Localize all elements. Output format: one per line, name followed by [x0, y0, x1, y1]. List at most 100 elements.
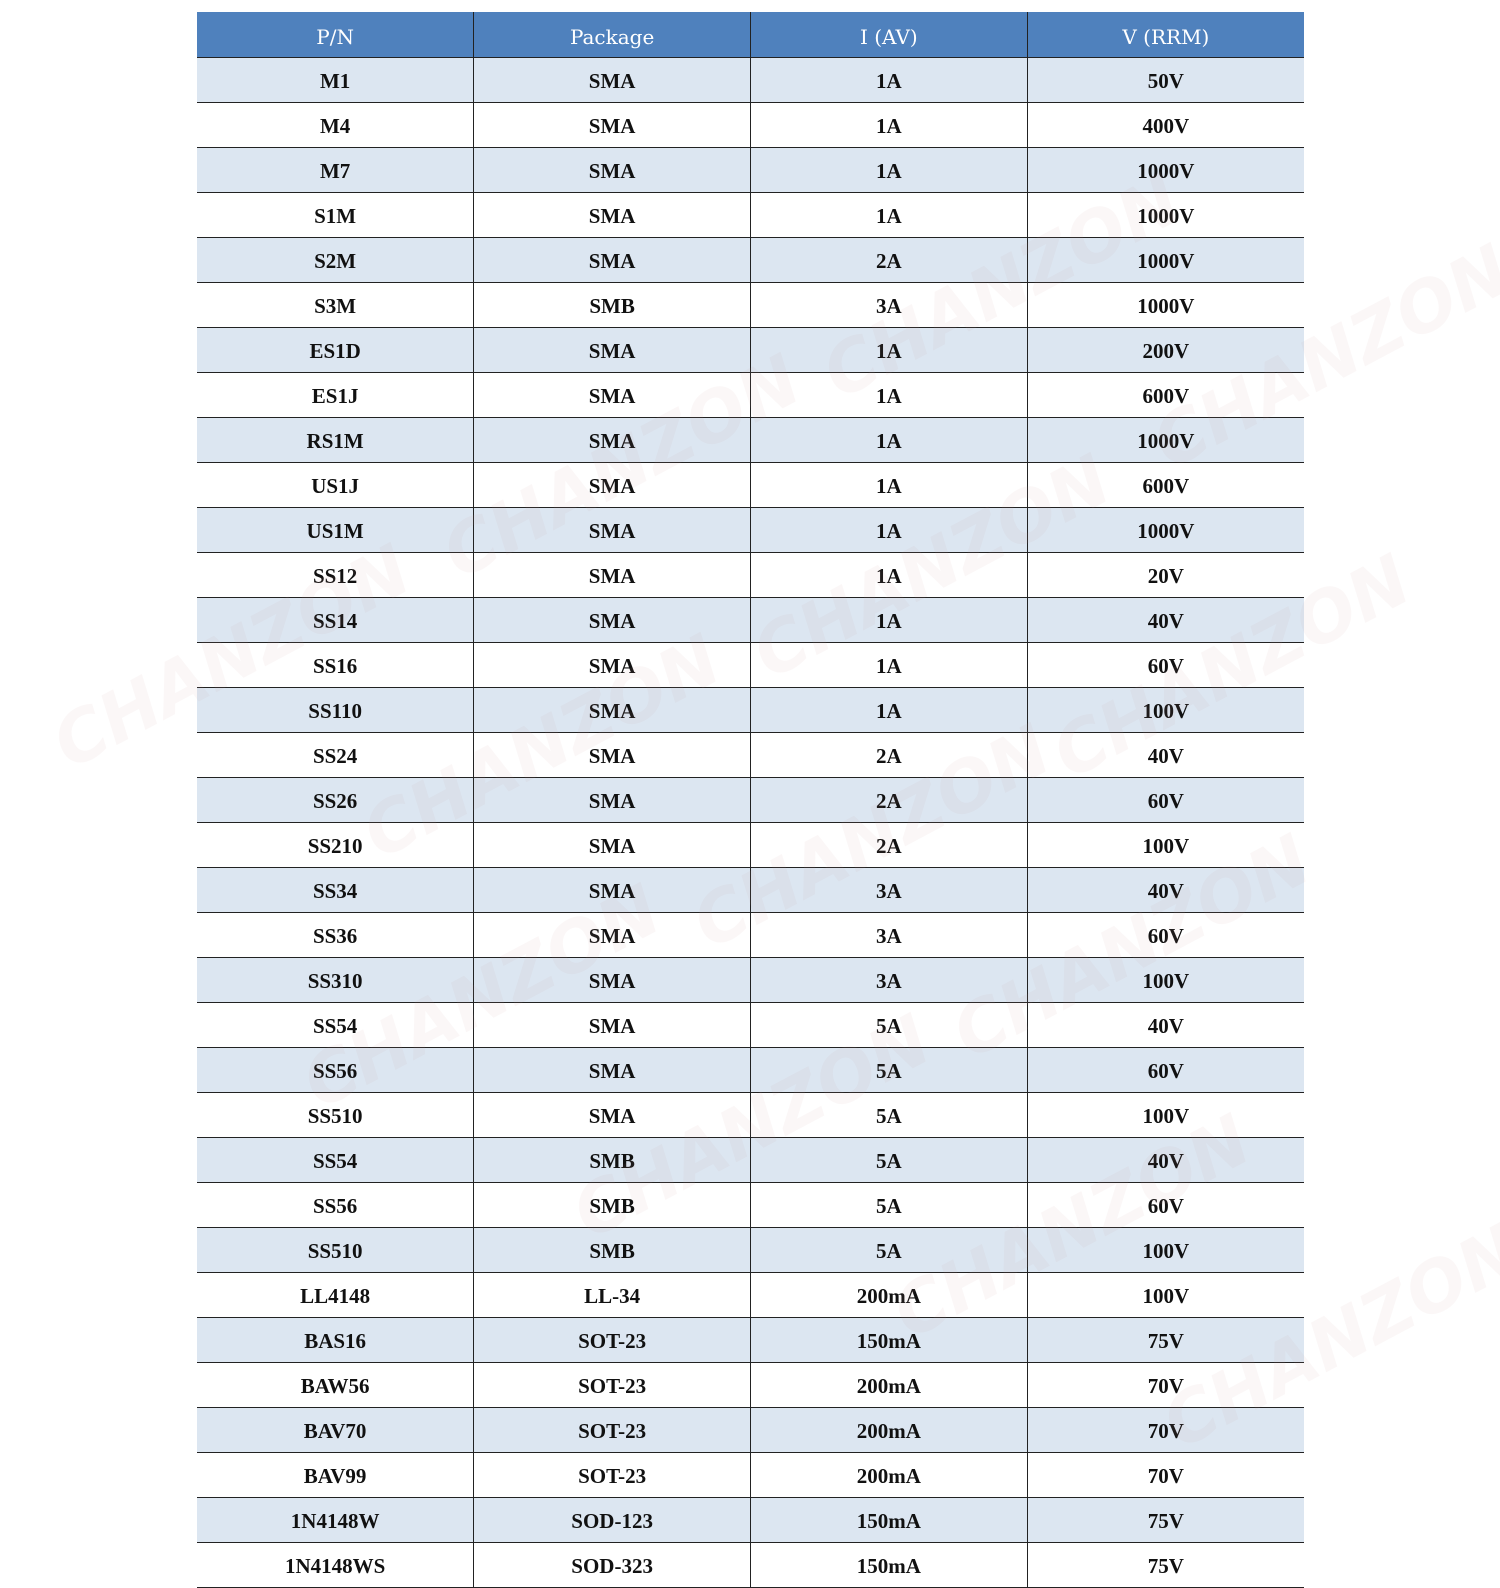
table-row: SS310 SMA 3A 100V: [197, 957, 1304, 1003]
header-package: Package: [473, 12, 751, 58]
cell-voltage: 70V: [1027, 1452, 1304, 1498]
table-row: SS14 SMA 1A 40V: [197, 597, 1304, 643]
table-row: ES1J SMA 1A 600V: [197, 372, 1304, 418]
cell-package: SOT-23: [473, 1452, 751, 1498]
table-body: M1 SMA 1A 50V M4 SMA 1A 400V M7 SMA 1A 1000V S1M SMA 1…: [197, 57, 1304, 1588]
cell-pn: 1N4148WS: [197, 1542, 475, 1588]
cell-current: 2A: [750, 732, 1028, 778]
cell-voltage: 100V: [1027, 687, 1304, 733]
cell-current: 200mA: [750, 1272, 1028, 1318]
cell-current: 5A: [750, 1002, 1028, 1048]
cell-current: 2A: [750, 237, 1028, 283]
cell-package: SMA: [473, 777, 751, 823]
cell-pn: M1: [197, 57, 475, 103]
header-pn: P/N: [197, 12, 475, 58]
cell-pn: BAS16: [197, 1317, 475, 1363]
cell-current: 1A: [750, 687, 1028, 733]
table-row: SS56 SMA 5A 60V: [197, 1047, 1304, 1093]
cell-voltage: 60V: [1027, 777, 1304, 823]
table-row: SS54 SMB 5A 40V: [197, 1137, 1304, 1183]
cell-package: SOD-123: [473, 1497, 751, 1543]
cell-pn: SS210: [197, 822, 475, 868]
cell-package: SMA: [473, 57, 751, 103]
cell-voltage: 200V: [1027, 327, 1304, 373]
cell-voltage: 60V: [1027, 912, 1304, 958]
header-current: I (AV): [750, 12, 1028, 58]
cell-pn: SS26: [197, 777, 475, 823]
header-voltage: V (RRM): [1027, 12, 1304, 58]
cell-package: SMA: [473, 687, 751, 733]
table-row: SS54 SMA 5A 40V: [197, 1002, 1304, 1048]
cell-current: 1A: [750, 327, 1028, 373]
cell-pn: BAV70: [197, 1407, 475, 1453]
cell-pn: S3M: [197, 282, 475, 328]
table-row: SS36 SMA 3A 60V: [197, 912, 1304, 958]
table-row: BAV99 SOT-23 200mA 70V: [197, 1452, 1304, 1498]
cell-pn: SS16: [197, 642, 475, 688]
cell-current: 1A: [750, 417, 1028, 463]
table-row: US1M SMA 1A 1000V: [197, 507, 1304, 553]
cell-current: 1A: [750, 102, 1028, 148]
header-row: P/N Package I (AV) V (RRM): [197, 12, 1304, 58]
table-row: ES1D SMA 1A 200V: [197, 327, 1304, 373]
cell-pn: SS510: [197, 1227, 475, 1273]
cell-pn: US1J: [197, 462, 475, 508]
table-row: S2M SMA 2A 1000V: [197, 237, 1304, 283]
cell-voltage: 40V: [1027, 1002, 1304, 1048]
table-row: BAV70 SOT-23 200mA 70V: [197, 1407, 1304, 1453]
table-row: LL4148 LL-34 200mA 100V: [197, 1272, 1304, 1318]
cell-pn: SS56: [197, 1182, 475, 1228]
table-row: M4 SMA 1A 400V: [197, 102, 1304, 148]
cell-package: SMB: [473, 1227, 751, 1273]
cell-voltage: 1000V: [1027, 507, 1304, 553]
cell-current: 1A: [750, 372, 1028, 418]
cell-package: SMA: [473, 237, 751, 283]
table-row: US1J SMA 1A 600V: [197, 462, 1304, 508]
table-row: SS16 SMA 1A 60V: [197, 642, 1304, 688]
cell-pn: SS56: [197, 1047, 475, 1093]
cell-current: 1A: [750, 507, 1028, 553]
cell-package: SMA: [473, 192, 751, 238]
cell-pn: SS510: [197, 1092, 475, 1138]
cell-voltage: 100V: [1027, 1272, 1304, 1318]
cell-current: 200mA: [750, 1452, 1028, 1498]
cell-voltage: 100V: [1027, 957, 1304, 1003]
table-row: SS12 SMA 1A 20V: [197, 552, 1304, 598]
cell-package: SMA: [473, 102, 751, 148]
cell-current: 1A: [750, 57, 1028, 103]
cell-current: 3A: [750, 282, 1028, 328]
cell-current: 2A: [750, 822, 1028, 868]
cell-pn: S2M: [197, 237, 475, 283]
cell-pn: SS36: [197, 912, 475, 958]
diode-spec-table: P/N Package I (AV) V (RRM) M1 SMA 1A 50V M4 S…: [197, 12, 1304, 1588]
table-row: S3M SMB 3A 1000V: [197, 282, 1304, 328]
cell-current: 3A: [750, 912, 1028, 958]
table-row: SS210 SMA 2A 100V: [197, 822, 1304, 868]
cell-voltage: 60V: [1027, 1182, 1304, 1228]
table-row: M7 SMA 1A 1000V: [197, 147, 1304, 193]
cell-current: 200mA: [750, 1407, 1028, 1453]
cell-voltage: 60V: [1027, 642, 1304, 688]
cell-package: SMA: [473, 867, 751, 913]
cell-pn: SS12: [197, 552, 475, 598]
cell-package: SMA: [473, 462, 751, 508]
cell-package: SOT-23: [473, 1407, 751, 1453]
cell-pn: SS54: [197, 1002, 475, 1048]
cell-pn: SS14: [197, 597, 475, 643]
cell-current: 5A: [750, 1227, 1028, 1273]
cell-current: 1A: [750, 642, 1028, 688]
cell-current: 2A: [750, 777, 1028, 823]
cell-pn: 1N4148W: [197, 1497, 475, 1543]
cell-pn: SS310: [197, 957, 475, 1003]
cell-pn: ES1D: [197, 327, 475, 373]
cell-current: 150mA: [750, 1542, 1028, 1588]
table-row: SS24 SMA 2A 40V: [197, 732, 1304, 778]
table-row: M1 SMA 1A 50V: [197, 57, 1304, 103]
cell-current: 1A: [750, 147, 1028, 193]
cell-current: 5A: [750, 1182, 1028, 1228]
table-row: 1N4148W SOD-123 150mA 75V: [197, 1497, 1304, 1543]
cell-voltage: 40V: [1027, 1137, 1304, 1183]
table-row: RS1M SMA 1A 1000V: [197, 417, 1304, 463]
table-row: SS510 SMA 5A 100V: [197, 1092, 1304, 1138]
cell-current: 150mA: [750, 1317, 1028, 1363]
